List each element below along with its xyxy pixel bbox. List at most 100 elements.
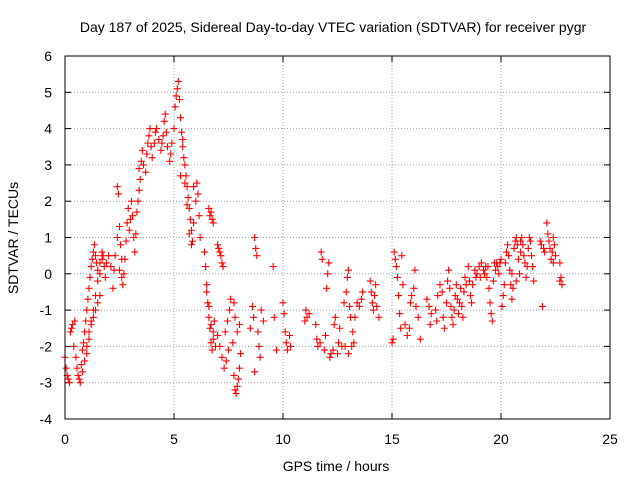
data-point [366,277,374,285]
data-point [138,146,146,154]
data-point [204,299,212,307]
data-point [526,237,534,245]
data-point [231,386,239,394]
data-point [114,190,122,198]
data-point [477,259,485,267]
data-point [214,332,222,340]
data-point [155,135,163,143]
data-point [126,215,134,223]
data-point [335,339,343,347]
data-point [88,255,96,263]
data-point [537,241,545,249]
data-point [256,353,264,361]
data-point [162,128,170,136]
data-point [75,375,83,383]
y-tick-label: -3 [40,375,53,391]
data-point [471,266,479,274]
data-point [457,284,465,292]
data-point [83,306,91,314]
data-point [183,183,191,191]
data-point [222,357,230,365]
data-point [433,317,441,325]
data-point [451,292,459,300]
data-point [390,248,398,256]
data-point [312,321,320,329]
data-point [303,313,311,321]
data-point [132,230,140,238]
data-point [351,313,359,321]
data-point [180,154,188,162]
data-point [85,328,93,336]
data-point [325,259,333,267]
data-point [134,197,142,205]
data-point [314,342,322,350]
data-point [179,135,187,143]
data-point [175,96,183,104]
data-point [485,284,493,292]
data-point [393,273,401,281]
data-point [454,310,462,318]
data-point [502,248,510,256]
data-point [281,328,289,336]
data-point [73,364,81,372]
data-point [167,150,175,158]
data-point [83,350,91,358]
y-tick-label: 6 [44,48,52,64]
data-point [205,302,213,310]
data-point [329,346,337,354]
data-point [92,292,100,300]
data-point [94,277,102,285]
data-point [68,324,76,332]
data-point [157,146,165,154]
data-point [178,128,186,136]
data-point [124,204,132,212]
data-point [153,125,161,133]
data-point [414,313,422,321]
data-point [327,350,335,358]
data-point [501,259,509,267]
data-point [100,263,108,271]
data-point [423,295,431,303]
data-point [456,299,464,307]
x-tick-label: 5 [170,431,178,447]
data-point [70,342,78,350]
y-tick-label: 2 [44,193,52,209]
data-point [205,204,213,212]
data-point [66,328,74,336]
data-point [552,252,559,260]
data-point [76,379,84,387]
y-tick-label: -1 [40,302,53,318]
data-point [107,263,115,271]
data-point [344,266,352,274]
data-point [540,244,548,252]
data-point [113,183,121,191]
data-point [168,139,176,147]
data-point [389,335,397,343]
data-point [392,263,400,271]
data-point [318,255,326,263]
x-tick-label: 0 [61,431,69,447]
data-point [209,328,217,336]
data-point [324,270,332,278]
data-point [246,324,254,332]
data-point [434,292,442,300]
data-point [206,324,214,332]
data-point [391,255,399,263]
data-point [450,306,458,314]
data-point [438,288,446,296]
data-point [495,270,503,278]
data-point [259,317,267,325]
data-point [444,277,452,285]
data-point [227,295,235,303]
data-point [235,364,243,372]
data-point [473,270,481,278]
data-point [410,284,418,292]
data-point [185,230,193,238]
plot-frame [64,55,611,420]
data-point [549,259,557,267]
data-point [161,110,169,118]
data-point [113,234,121,241]
x-tick-label: 10 [275,431,291,447]
data-point [481,270,489,278]
data-point [118,273,126,281]
